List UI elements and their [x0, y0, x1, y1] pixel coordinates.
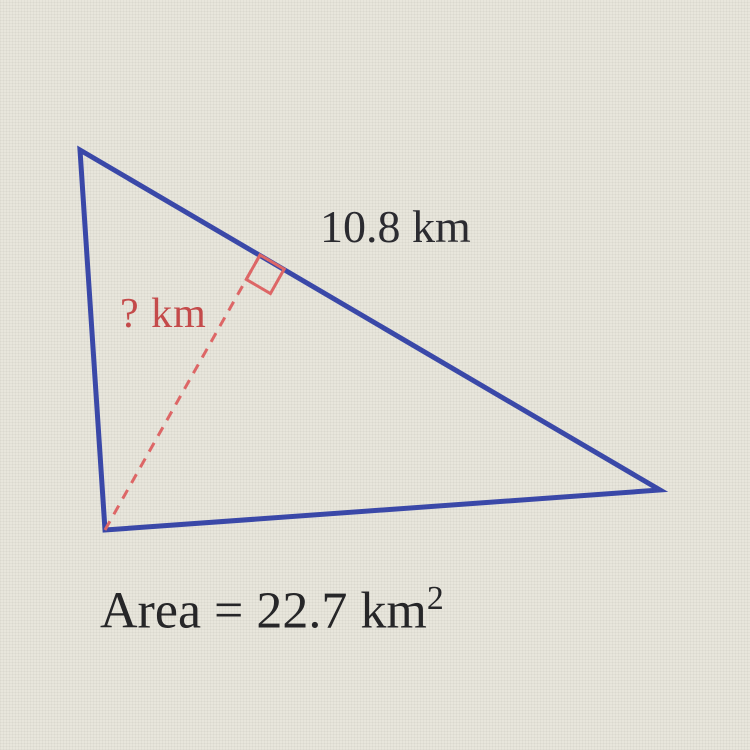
area-exponent: 2 [427, 580, 444, 617]
area-prefix: Area = [100, 582, 256, 639]
area-value: 22.7 km [256, 582, 426, 639]
height-label: ? km [120, 290, 207, 338]
area-label: Area = 22.7 km2 [100, 580, 444, 640]
hypotenuse-label: 10.8 km [320, 200, 471, 253]
